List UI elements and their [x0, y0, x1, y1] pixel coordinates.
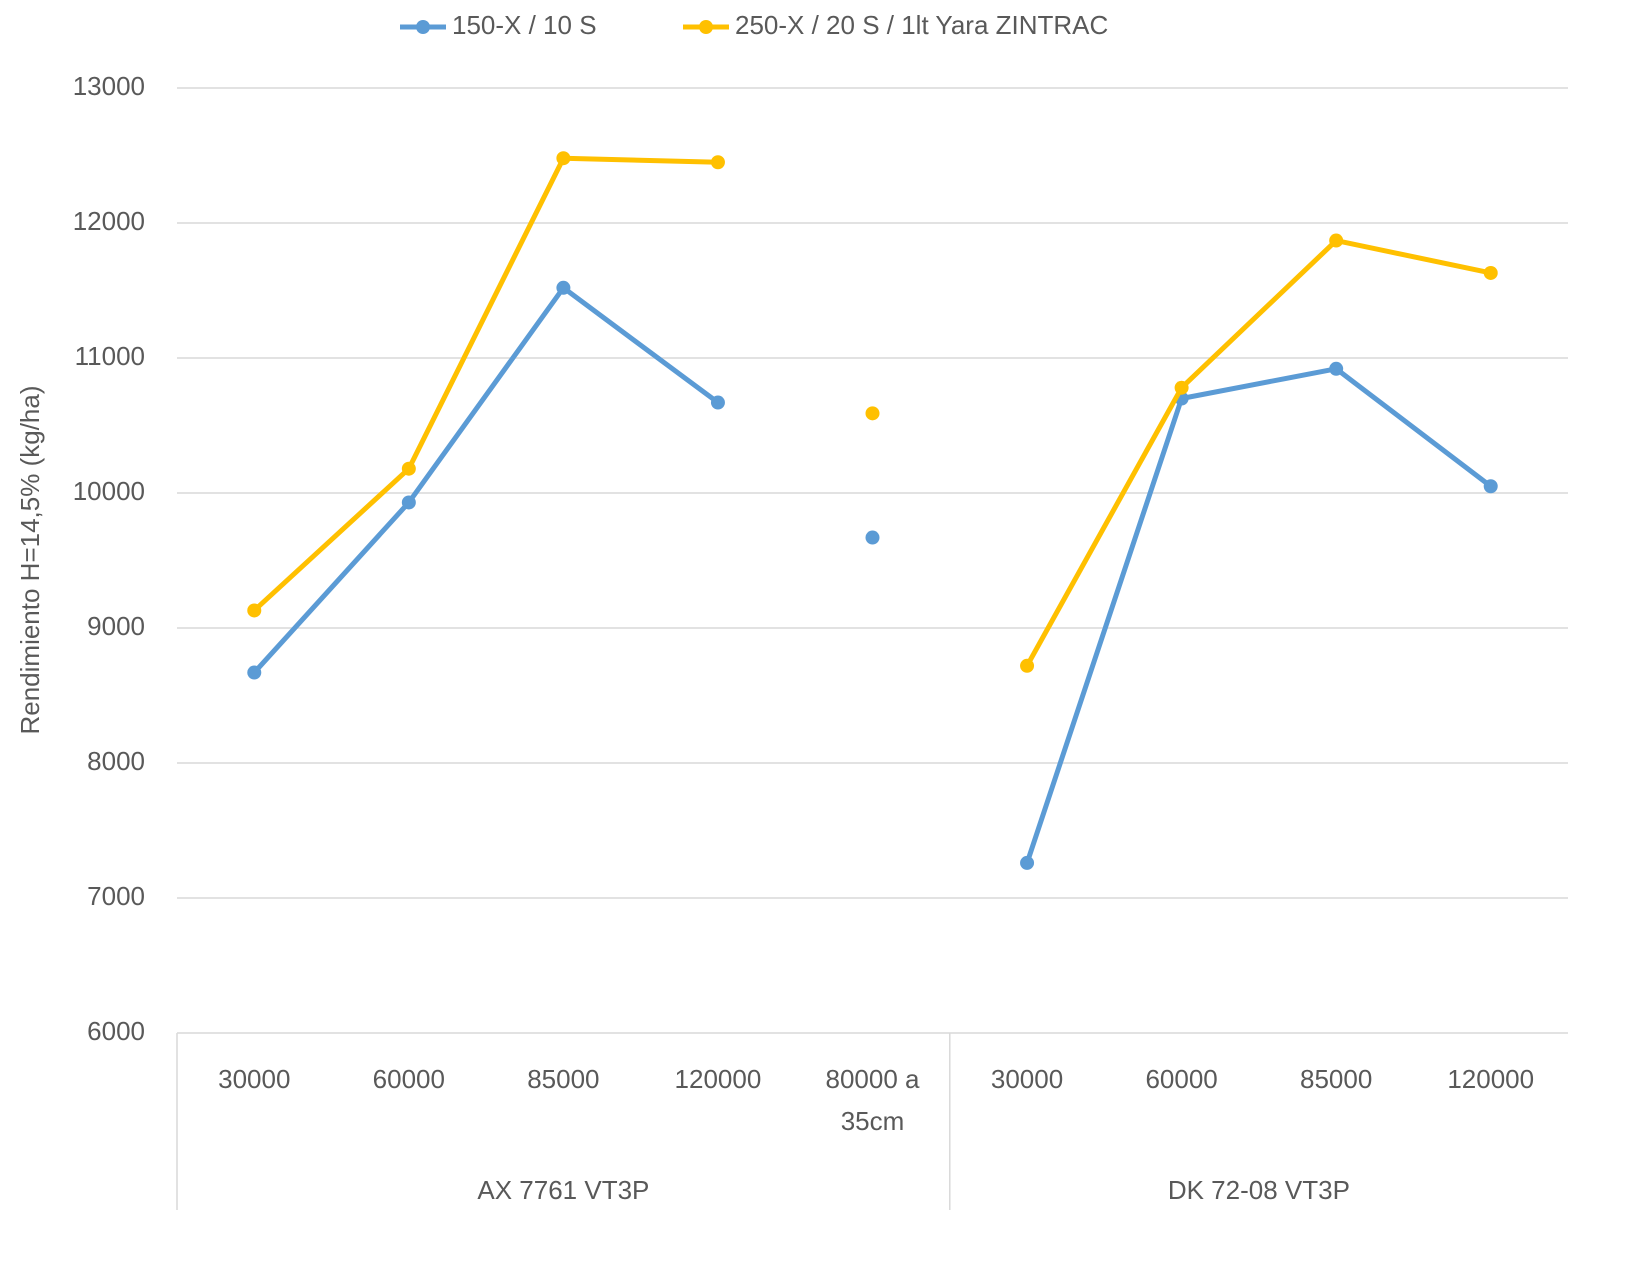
x-tick-label: 60000 — [1145, 1064, 1218, 1094]
x-tick-label-box: 120000 — [674, 1064, 762, 1094]
point — [1020, 855, 1035, 870]
point — [247, 603, 262, 618]
point — [1329, 361, 1344, 376]
y-tick-label: 10000 — [73, 476, 145, 506]
point — [1329, 233, 1344, 248]
x-tick-label: 85000 — [527, 1064, 600, 1094]
series-line — [1024, 366, 1493, 864]
point — [401, 461, 416, 476]
y-tick-label: 7000 — [87, 881, 145, 911]
x-tick-label: 30000 — [990, 1064, 1064, 1094]
y-axis-title: Rendimiento H=14,5% (kg/ha) — [15, 385, 45, 734]
point — [1020, 658, 1035, 673]
x-tick-label: 85000 — [1300, 1064, 1373, 1094]
x-tick-label: 60000 — [372, 1064, 445, 1094]
x-tick-label: 120000 — [674, 1064, 762, 1094]
point — [556, 151, 571, 166]
y-tick-label: 8000 — [87, 746, 145, 776]
point — [1483, 479, 1498, 494]
point — [247, 665, 262, 680]
x-tick-label-box: 30000 — [218, 1064, 291, 1094]
y-tick-label: 6000 — [87, 1016, 145, 1046]
x-tick-label-box: 60000 — [372, 1064, 445, 1094]
point — [401, 495, 416, 510]
x-tick-label: 30000 — [218, 1064, 291, 1094]
legend-marker — [416, 20, 430, 34]
x-tick-label-box: 120000 — [1447, 1064, 1535, 1094]
legend-label: 250-X / 20 S / 1lt Yara ZINTRAC — [735, 10, 1108, 40]
point — [710, 155, 725, 170]
series-line — [252, 285, 720, 675]
y-tick-label: 13000 — [73, 71, 145, 101]
y-tick-label: 9000 — [87, 611, 145, 641]
x-tick-label-box: 80000 a 35cm — [825, 1064, 920, 1136]
x-tick-label-box: 30000 — [990, 1064, 1064, 1094]
legend-marker — [699, 20, 713, 34]
x-tick-label-box: 85000 — [1300, 1064, 1373, 1094]
x-tick-label-box: 85000 — [527, 1064, 600, 1094]
x-tick-label-box: 60000 — [1145, 1064, 1218, 1094]
x-tick-label: 80000 a 35cm — [825, 1064, 920, 1136]
group-label: DK 72-08 VT3P — [1168, 1175, 1350, 1205]
point — [865, 530, 880, 545]
series-line — [1024, 238, 1492, 668]
point — [710, 395, 725, 410]
y-tick-label: 12000 — [73, 206, 145, 236]
group-label: AX 7761 VT3P — [477, 1175, 649, 1205]
legend-label: 150-X / 10 S — [452, 10, 597, 40]
point — [865, 406, 880, 421]
y-tick-label: 11000 — [75, 341, 145, 371]
point — [1174, 380, 1189, 395]
point — [556, 280, 571, 295]
x-tick-label: 120000 — [1447, 1064, 1535, 1094]
point — [1483, 265, 1498, 280]
series-line — [252, 155, 719, 613]
